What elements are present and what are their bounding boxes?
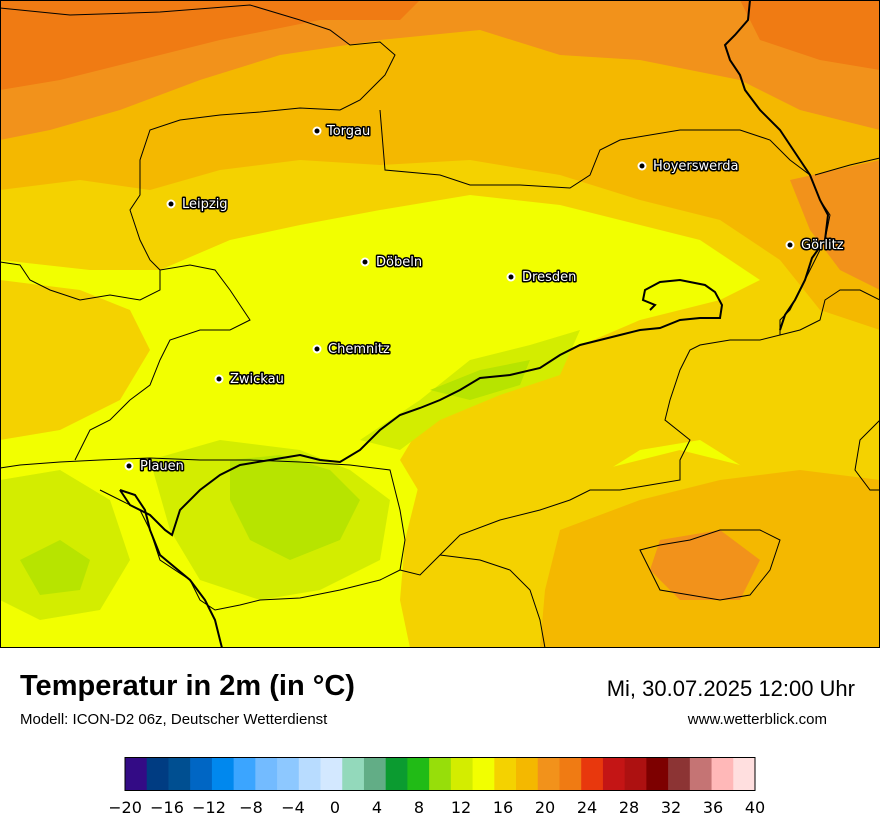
temp-zone-12-b (430, 360, 530, 400)
legend-tick-label: −20 (110, 798, 142, 817)
city-marker-goerlitz[interactable] (785, 240, 795, 250)
legend-tick-label: 12 (451, 798, 471, 817)
legend-swatch (668, 757, 691, 791)
border-thuringia (0, 261, 251, 461)
legend-swatch (429, 757, 452, 791)
border-inner-2 (814, 157, 880, 176)
border-czech-inner (854, 419, 880, 491)
legend-tick-label: 20 (535, 798, 555, 817)
city-marker-hoyerswerda[interactable] (637, 161, 647, 171)
city-marker-zwickau[interactable] (214, 374, 224, 384)
legend-swatch (211, 757, 235, 791)
legend-swatch (146, 757, 169, 791)
temp-zone-20-24-west (0, 280, 150, 440)
border-south-2 (439, 554, 546, 648)
legend-tick-label: −8 (239, 798, 263, 817)
legend-swatch (624, 757, 647, 791)
forecast-datetime: Mi, 30.07.2025 12:00 Uhr (606, 676, 855, 701)
legend-frame (124, 757, 756, 791)
border-south-1 (0, 457, 406, 571)
legend-ticks: −20 −16 −12 −8 −4 0 4 8 12 16 20 24 28 32 36 40 (110, 798, 765, 817)
city-label-dresden: Dresden (522, 270, 576, 285)
border-de-pl (723, 0, 830, 331)
legend-swatch (559, 757, 582, 791)
city-label-leipzig: Leipzig (182, 197, 228, 212)
legend-swatch (125, 757, 148, 791)
legend-swatch (277, 757, 300, 791)
legend-swatch (298, 757, 322, 791)
legend-swatch (602, 757, 626, 791)
legend-swatch (407, 757, 430, 791)
legend-swatch (363, 757, 387, 791)
city-label-hoyerswerda: Hoyerswerda (653, 159, 739, 174)
city-marker-doebeln[interactable] (360, 257, 370, 267)
city-marker-plauen[interactable] (124, 461, 134, 471)
legend-swatch (516, 757, 539, 791)
legend-swatch (233, 757, 256, 791)
temp-zone-24 (0, 0, 880, 330)
legend-tick-label: 40 (745, 798, 765, 817)
legend-tick-label: 24 (577, 798, 597, 817)
city-marker-leipzig[interactable] (166, 199, 176, 209)
legend-swatch (342, 757, 365, 791)
city-marker-chemnitz[interactable] (312, 344, 322, 354)
legend-tick-label: 0 (330, 798, 340, 817)
model-subtitle: Modell: ICON-D2 06z, Deutscher Wetterdie… (20, 711, 328, 728)
legend-tick-label: 4 (372, 798, 382, 817)
city-label-goerlitz: Görlitz (801, 238, 844, 253)
city-label-doebeln: Döbeln (376, 255, 422, 270)
legend-swatch (689, 757, 713, 791)
temp-zone-26-southeast (650, 530, 760, 600)
legend-swatch (320, 757, 343, 791)
legend-swatch (450, 757, 474, 791)
legend-tick-label: 36 (703, 798, 723, 817)
temp-zone-28-ne (740, 0, 880, 70)
legend-swatch (168, 757, 191, 791)
legend-swatch (255, 757, 278, 791)
legend-swatch (733, 757, 756, 791)
legend-tick-label: 28 (619, 798, 639, 817)
legend-swatch (646, 757, 669, 791)
temperature-legend: −20 −16 −12 −8 −4 0 4 8 12 16 20 24 28 32 36 40 (110, 757, 765, 817)
city-label-zwickau: Zwickau (230, 372, 284, 387)
temp-zone-12 (230, 455, 360, 560)
border-inner-1 (379, 109, 811, 189)
legend-tick-label: 32 (661, 798, 681, 817)
city-markers: Torgau Hoyerswerda Leipzig Görlitz Döbel… (124, 123, 845, 476)
legend-swatch (472, 757, 495, 791)
city-label-plauen: Plauen (140, 459, 184, 474)
website-link[interactable]: www.wetterblick.com (687, 711, 827, 728)
legend-swatch (385, 757, 408, 791)
legend-tick-label: −12 (192, 798, 226, 817)
temperature-map: Torgau Hoyerswerda Leipzig Görlitz Döbel… (0, 0, 880, 648)
legend-tick-label: 16 (493, 798, 513, 817)
legend-tick-label: −4 (281, 798, 305, 817)
legend-swatches (125, 757, 756, 791)
city-label-chemnitz: Chemnitz (328, 342, 390, 357)
map-title: Temperatur in 2m (in °C) (20, 670, 355, 702)
city-marker-torgau[interactable] (312, 126, 322, 136)
border-sachsen-north (0, 4, 396, 271)
national-border (119, 0, 830, 648)
legend-swatch (711, 757, 734, 791)
temp-zone-28 (0, 0, 420, 90)
legend-tick-label: −16 (150, 798, 184, 817)
temp-zone-26-east (790, 160, 880, 290)
legend-swatch (190, 757, 213, 791)
border-cz-w (119, 489, 223, 648)
border-de-cz (119, 278, 724, 537)
border-east (399, 289, 880, 576)
temp-zone-12-c (20, 540, 90, 595)
border-czech-2 (639, 529, 781, 601)
legend-swatch (537, 757, 560, 791)
city-label-torgau: Torgau (326, 124, 370, 139)
legend-tick-label: 8 (414, 798, 424, 817)
legend-swatch (494, 757, 517, 791)
city-marker-dresden[interactable] (506, 272, 516, 282)
legend-swatch (581, 757, 604, 791)
